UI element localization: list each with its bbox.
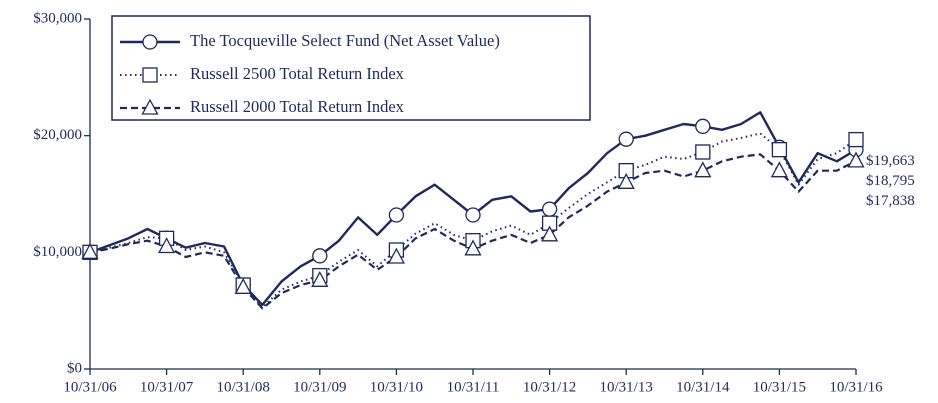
y-tick-label: $30,000	[33, 10, 82, 26]
x-tick-label: 10/31/16	[829, 379, 883, 395]
marker	[464, 239, 482, 256]
y-tick-label: $20,000	[33, 127, 82, 143]
marker	[465, 207, 481, 223]
marker	[158, 237, 176, 254]
marker	[312, 248, 328, 264]
x-tick-label: 10/31/09	[293, 379, 346, 395]
marker	[695, 118, 711, 134]
y-tick-label: $10,000	[33, 244, 82, 260]
x-tick-label: 10/31/11	[447, 379, 500, 395]
marker	[311, 270, 329, 287]
marker	[388, 207, 405, 223]
marker	[142, 67, 158, 83]
y-tick-label: $0	[67, 360, 82, 376]
marker	[618, 131, 634, 147]
x-tick-label: 10/31/06	[63, 379, 117, 395]
marker	[141, 98, 159, 115]
marker	[848, 131, 864, 148]
value-label: $19,663	[866, 153, 915, 169]
marker	[541, 225, 559, 242]
legend-box	[111, 15, 591, 121]
marker	[81, 242, 99, 259]
x-tick-label: 10/31/15	[753, 379, 806, 395]
marker	[541, 201, 558, 217]
legend: The Tocqueville Select Fund (Net Asset V…	[111, 15, 591, 121]
series-line	[89, 153, 857, 310]
value-label: $18,795	[866, 173, 915, 189]
legend-label: Russell 2000 Total Return Index	[190, 97, 405, 116]
marker	[617, 172, 635, 189]
x-tick-label: 10/31/07	[140, 379, 194, 395]
marker	[770, 161, 788, 178]
x-tick-label: 10/31/13	[600, 379, 653, 395]
marker	[695, 144, 711, 160]
marker	[234, 277, 252, 294]
legend-label: Russell 2500 Total Return Index	[190, 64, 405, 83]
x-tick-label: 10/31/08	[217, 379, 270, 395]
x-tick-label: 10/31/14	[676, 379, 730, 395]
marker	[847, 151, 865, 168]
x-tick-label: 10/31/12	[523, 379, 576, 395]
legend-label: The Tocqueville Select Fund (Net Asset V…	[190, 31, 500, 50]
marker	[771, 142, 788, 158]
value-label: $17,838	[866, 193, 915, 209]
marker	[142, 34, 158, 50]
marker	[387, 247, 405, 264]
x-tick-label: 10/31/10	[370, 379, 423, 395]
marker	[694, 161, 712, 178]
